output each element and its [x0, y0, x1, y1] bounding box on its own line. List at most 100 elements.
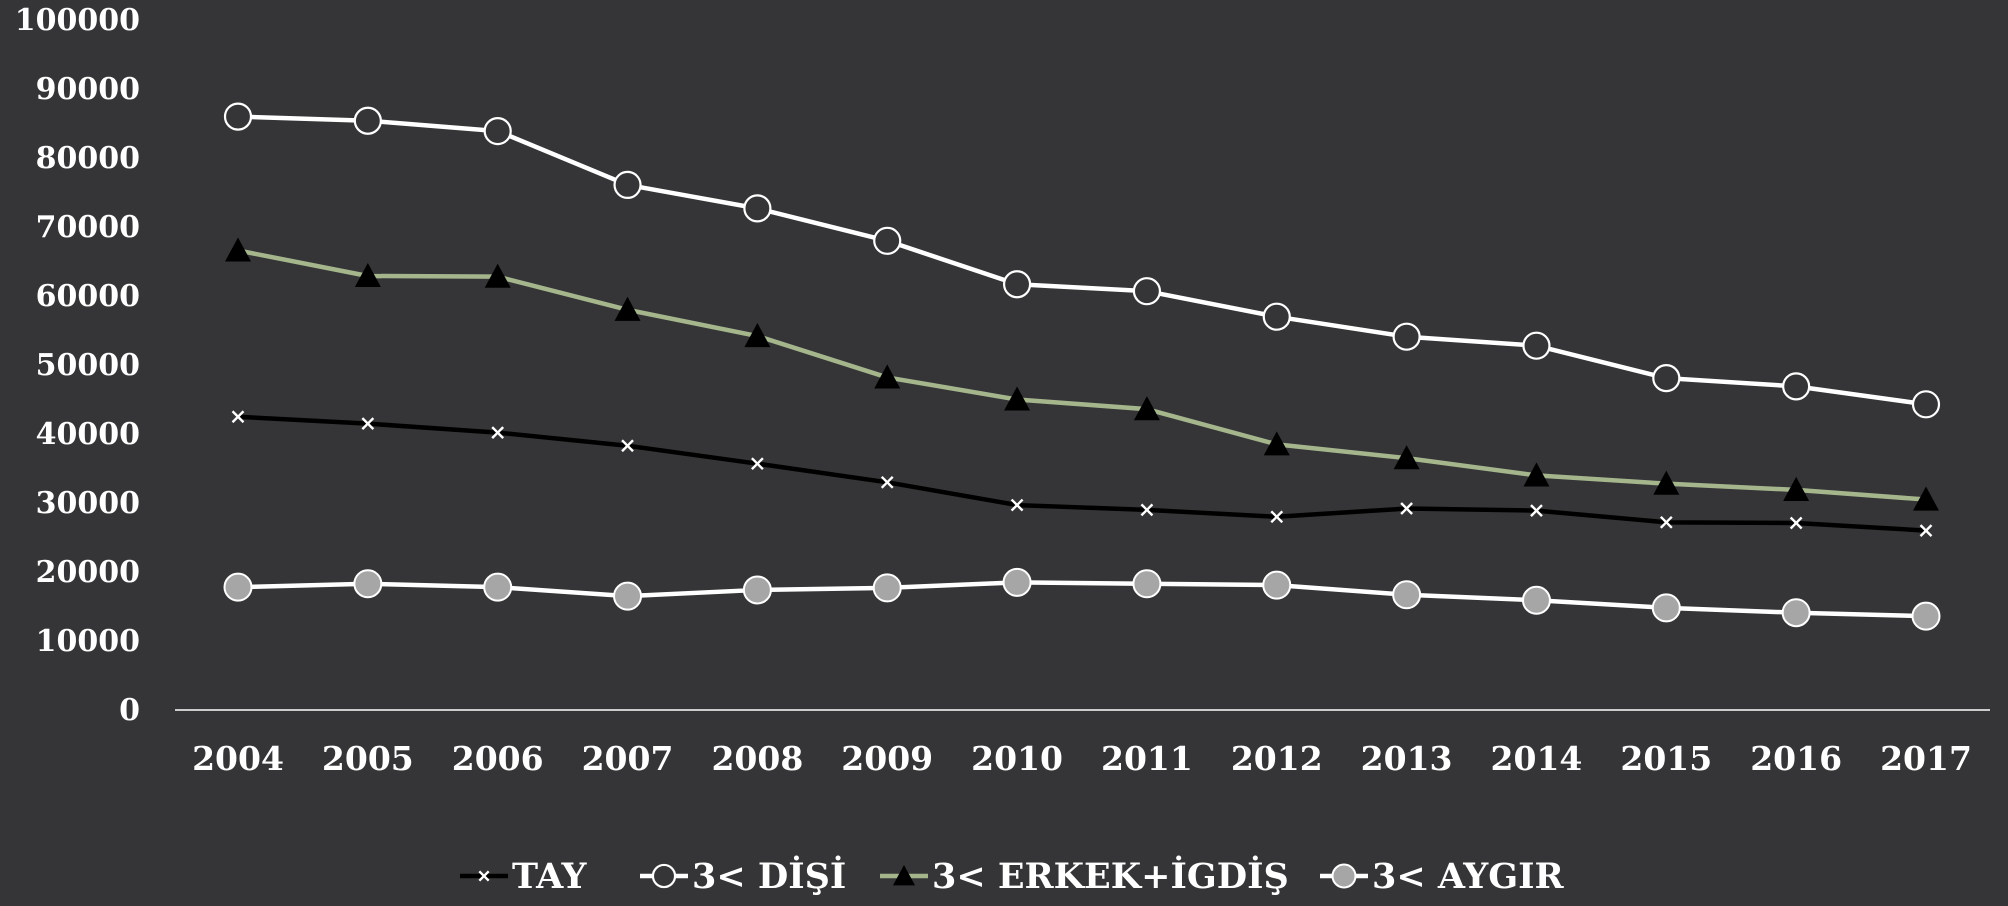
data-point-3-erkek-i-gdi: [874, 364, 901, 389]
data-point-3-aygir: [872, 573, 902, 603]
data-point-tay: [231, 410, 245, 424]
series-line-3-erkek-i-gdi: [237, 248, 1927, 502]
data-point-tay: [1659, 515, 1673, 529]
data-point-3-erkek-i-gdi: [744, 323, 771, 348]
data-point-3-aygir: [353, 569, 383, 599]
y-axis: 0 10000 20000 30000 40000 50000 60000 70000 8000…: [15, 3, 140, 728]
y-tick-label: 20000: [36, 555, 140, 590]
data-point-tay: [1789, 516, 1803, 530]
legend-item-3-aygir: 3< AYGIR: [1320, 856, 1565, 897]
data-point-3-di-i: [1002, 270, 1032, 299]
data-point-3-erkek-i-gdi: [614, 296, 641, 321]
data-point-3-aygir: [1781, 598, 1811, 628]
data-point-3-erkek-i-gdi: [1913, 486, 1939, 511]
x-tick-label: 2015: [1620, 739, 1712, 778]
series-line-3-di-i: [237, 114, 1927, 407]
data-point-3-erkek-i-gdi: [1393, 445, 1420, 470]
y-tick-label: 10000: [36, 624, 140, 659]
y-tick-label: 40000: [36, 417, 140, 452]
data-point-tay: [1400, 502, 1413, 515]
x-tick-label: 2011: [1101, 739, 1193, 778]
x-tick-label: 2010: [971, 739, 1063, 778]
legend-marker-3-di-i: [651, 863, 677, 889]
x-tick-label: 2012: [1231, 739, 1323, 778]
data-point-3-aygir: [1911, 601, 1941, 631]
x-tick-label: 2008: [711, 739, 803, 778]
y-tick-label: 80000: [36, 141, 140, 176]
data-point-tay: [1140, 503, 1154, 517]
data-point-3-aygir: [1132, 569, 1162, 599]
series-line-3-aygir: [237, 580, 1927, 619]
x-tick-label: 2007: [582, 739, 674, 778]
data-point-3-aygir: [1262, 570, 1292, 600]
x-tick-label: 2006: [452, 739, 544, 778]
x-tick-label: 2017: [1880, 739, 1972, 778]
data-point-3-di-i: [223, 102, 253, 131]
series-line-tay: [237, 414, 1927, 533]
data-point-3-erkek-i-gdi: [354, 262, 381, 288]
data-point-3-di-i: [1132, 277, 1162, 306]
data-point-3-di-i: [353, 106, 382, 135]
legend-item-3-di-i: 3< DİŞİ: [640, 854, 846, 897]
data-point-3-erkek-i-gdi: [225, 237, 251, 262]
y-tick-label: 0: [119, 693, 140, 728]
legend-label: 3< DİŞİ: [692, 854, 846, 897]
y-tick-label: 90000: [36, 72, 140, 107]
data-point-3-di-i: [873, 226, 902, 255]
legend: TAY 3< DİŞİ 3< ERKEK+İGDİŞ 3< AYGIR: [460, 854, 1565, 897]
legend-item-3-erkek-i-gdi: 3< ERKEK+İGDİŞ: [880, 854, 1289, 897]
x-tick-label: 2004: [192, 739, 284, 778]
legend-item-tay: TAY: [460, 856, 588, 897]
y-tick-label: 100000: [15, 3, 140, 38]
data-point-3-di-i: [1652, 364, 1681, 393]
legend-marker-tay: [478, 870, 490, 882]
series-layer: [223, 102, 1941, 631]
data-point-3-aygir: [1002, 567, 1032, 597]
data-point-3-di-i: [1522, 331, 1551, 360]
data-point-3-erkek-i-gdi: [1523, 462, 1550, 487]
data-point-3-erkek-i-gdi: [1263, 431, 1290, 456]
data-point-3-erkek-i-gdi: [1133, 396, 1160, 421]
data-point-tay: [491, 426, 505, 439]
data-point-3-aygir: [483, 572, 513, 602]
legend-label: TAY: [512, 856, 588, 897]
x-tick-label: 2013: [1361, 739, 1453, 778]
x-tick-label: 2009: [841, 739, 933, 778]
data-point-3-di-i: [1392, 322, 1421, 351]
data-point-tay: [1530, 504, 1543, 517]
data-point-3-aygir: [742, 575, 772, 605]
data-point-3-di-i: [1782, 372, 1811, 401]
data-point-3-di-i: [483, 116, 512, 146]
y-tick-label: 70000: [36, 210, 140, 245]
data-point-3-aygir: [1392, 580, 1422, 610]
legend-label: 3< AYGIR: [1372, 856, 1565, 897]
series-tay: [231, 410, 1933, 537]
data-point-3-di-i: [1911, 390, 1941, 419]
data-point-3-aygir: [613, 581, 643, 611]
data-point-3-aygir: [1521, 585, 1551, 615]
x-tick-label: 2016: [1750, 739, 1842, 778]
data-point-3-erkek-i-gdi: [1783, 476, 1810, 501]
data-point-tay: [1010, 498, 1024, 512]
x-tick-label: 2005: [322, 739, 414, 778]
data-point-tay: [361, 417, 375, 430]
x-axis: 2004 2005 2006 2007 2008 2009 2010 2011 2012 2013…: [175, 709, 1990, 778]
x-tick-label: 2014: [1491, 739, 1583, 778]
data-point-3-di-i: [1262, 302, 1291, 331]
legend-marker-3-aygir: [1331, 863, 1357, 889]
data-point-3-erkek-i-gdi: [1004, 386, 1031, 411]
data-point-3-di-i: [613, 170, 642, 200]
legend-marker-3-erkek-i-gdi: [892, 864, 916, 886]
series-3-aygir: [223, 567, 1941, 631]
data-point-tay: [751, 457, 764, 471]
data-point-tay: [880, 475, 894, 489]
legend-label: 3< ERKEK+İGDİŞ: [932, 854, 1289, 897]
y-tick-label: 50000: [36, 348, 140, 383]
data-point-3-erkek-i-gdi: [1653, 470, 1680, 495]
series-3-di-i: [223, 102, 1941, 419]
data-point-3-aygir: [1651, 593, 1681, 623]
data-point-3-di-i: [743, 194, 772, 223]
data-point-tay: [1270, 510, 1284, 524]
